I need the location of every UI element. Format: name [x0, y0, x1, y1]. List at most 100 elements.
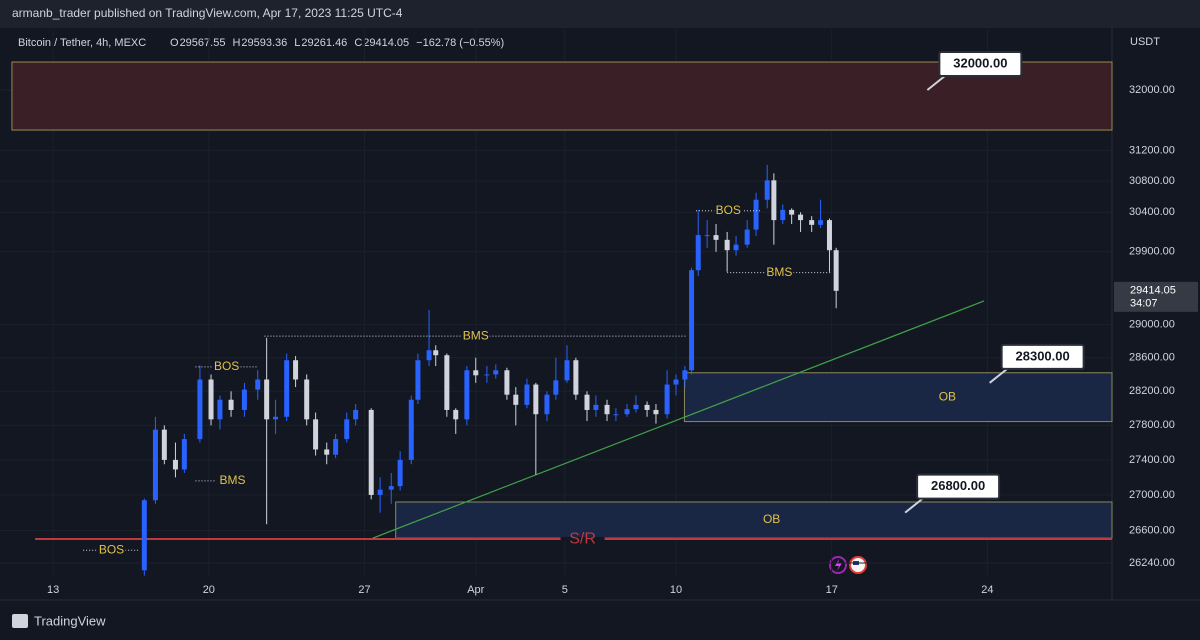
candle-body — [544, 394, 550, 415]
candle-body — [161, 429, 167, 460]
countdown-label: 34:07 — [1130, 298, 1158, 310]
legend-key: C — [354, 37, 362, 49]
candle-body — [553, 380, 559, 395]
annotation-label: BOS — [716, 203, 741, 217]
callout-label: 28300.00 — [1016, 348, 1070, 363]
candle-body — [493, 370, 499, 375]
x-tick-label: 24 — [981, 584, 993, 596]
candle-body — [704, 235, 710, 237]
candle-body — [313, 419, 319, 450]
annotation-bg — [714, 204, 743, 217]
candle-body — [152, 429, 158, 501]
candle-body — [484, 374, 490, 376]
candle-body — [353, 409, 359, 420]
candle-body — [426, 350, 432, 361]
y-tick-label: 29000.00 — [1129, 319, 1175, 331]
candle-body — [653, 409, 659, 415]
annotation-label: BOS — [214, 359, 239, 373]
y-tick-label: 32000.00 — [1129, 84, 1175, 96]
candle-body — [284, 360, 290, 417]
legend-value: −162.78 (−0.55%) — [416, 37, 504, 49]
candle-body — [673, 379, 679, 385]
event-icon — [835, 559, 842, 571]
x-tick-label: 5 — [562, 584, 568, 596]
candle-body — [228, 399, 234, 410]
y-tick-label: 27000.00 — [1129, 489, 1175, 501]
candle-body — [293, 360, 299, 380]
y-tick-label: 28200.00 — [1129, 385, 1175, 397]
last-price-label: 29414.05 — [1130, 285, 1176, 297]
candle-body — [818, 220, 824, 225]
y-tick-label: 26600.00 — [1129, 524, 1175, 536]
legend-key: O — [170, 37, 179, 49]
candle-body — [377, 489, 383, 495]
trendline — [372, 300, 985, 539]
candle-body — [264, 379, 270, 420]
candle-body — [689, 270, 695, 371]
candle-body — [573, 360, 579, 395]
candle-body — [333, 439, 339, 455]
candle-body — [533, 384, 539, 415]
candle-body — [724, 239, 730, 251]
callout-box — [938, 51, 1023, 78]
x-tick-label: 20 — [203, 584, 215, 596]
annotation-label: BMS — [219, 473, 245, 487]
candle-body — [789, 209, 795, 215]
candle-body — [682, 370, 688, 380]
candle-body — [713, 235, 719, 240]
annotation-label: BOS — [99, 542, 124, 556]
annotation-label: BMS — [766, 265, 792, 279]
candle-body — [593, 404, 599, 410]
sr-label: S/R — [569, 530, 596, 547]
candle-body — [780, 209, 786, 221]
last-price-tag — [1114, 281, 1198, 312]
candle-body — [798, 214, 804, 221]
sr-label-bg — [560, 537, 605, 542]
candle-body — [141, 500, 147, 571]
candle-body — [444, 355, 450, 410]
y-tick-label: 26240.00 — [1129, 557, 1175, 569]
candle-body — [513, 394, 519, 405]
x-tick-label: 10 — [670, 584, 682, 596]
candle-body — [324, 449, 330, 455]
legend-key: H — [232, 37, 240, 49]
candle-body — [408, 399, 414, 460]
x-tick-label: 17 — [826, 584, 838, 596]
y-tick-label: 28600.00 — [1129, 352, 1175, 364]
callout-box — [1000, 343, 1085, 370]
candle-body — [771, 180, 777, 221]
candle-body — [433, 350, 439, 356]
footer-logo — [12, 614, 28, 628]
zone-label: OB — [939, 389, 956, 403]
footer: TradingView — [34, 613, 106, 628]
candle-body — [584, 394, 590, 410]
y-tick-label: 27400.00 — [1129, 454, 1175, 466]
candle-body — [368, 409, 374, 495]
event-icons — [829, 556, 867, 574]
candle-body — [217, 399, 223, 420]
zone — [395, 501, 1113, 539]
x-tick-label: 13 — [47, 584, 59, 596]
candle-body — [473, 370, 479, 376]
candle-body — [181, 439, 187, 470]
zone — [11, 61, 1113, 131]
candle-body — [172, 459, 178, 470]
candle-body — [613, 414, 619, 416]
y-tick-label: 31200.00 — [1129, 144, 1175, 156]
candle-body — [764, 180, 770, 200]
candle-body — [744, 229, 750, 245]
candle-body — [504, 370, 510, 395]
candle-body — [753, 199, 759, 230]
legend-value: 29567.55 — [180, 37, 226, 49]
currency: USDT — [1130, 36, 1160, 48]
candle-body — [664, 384, 670, 415]
annotation-label: BMS — [463, 328, 489, 342]
candle-body — [644, 404, 650, 410]
callout-box — [916, 473, 1001, 500]
candle-body — [304, 379, 310, 420]
zone — [683, 372, 1113, 423]
publisher: armanb_trader published on TradingView.c… — [12, 6, 403, 20]
candle-body — [241, 389, 247, 410]
